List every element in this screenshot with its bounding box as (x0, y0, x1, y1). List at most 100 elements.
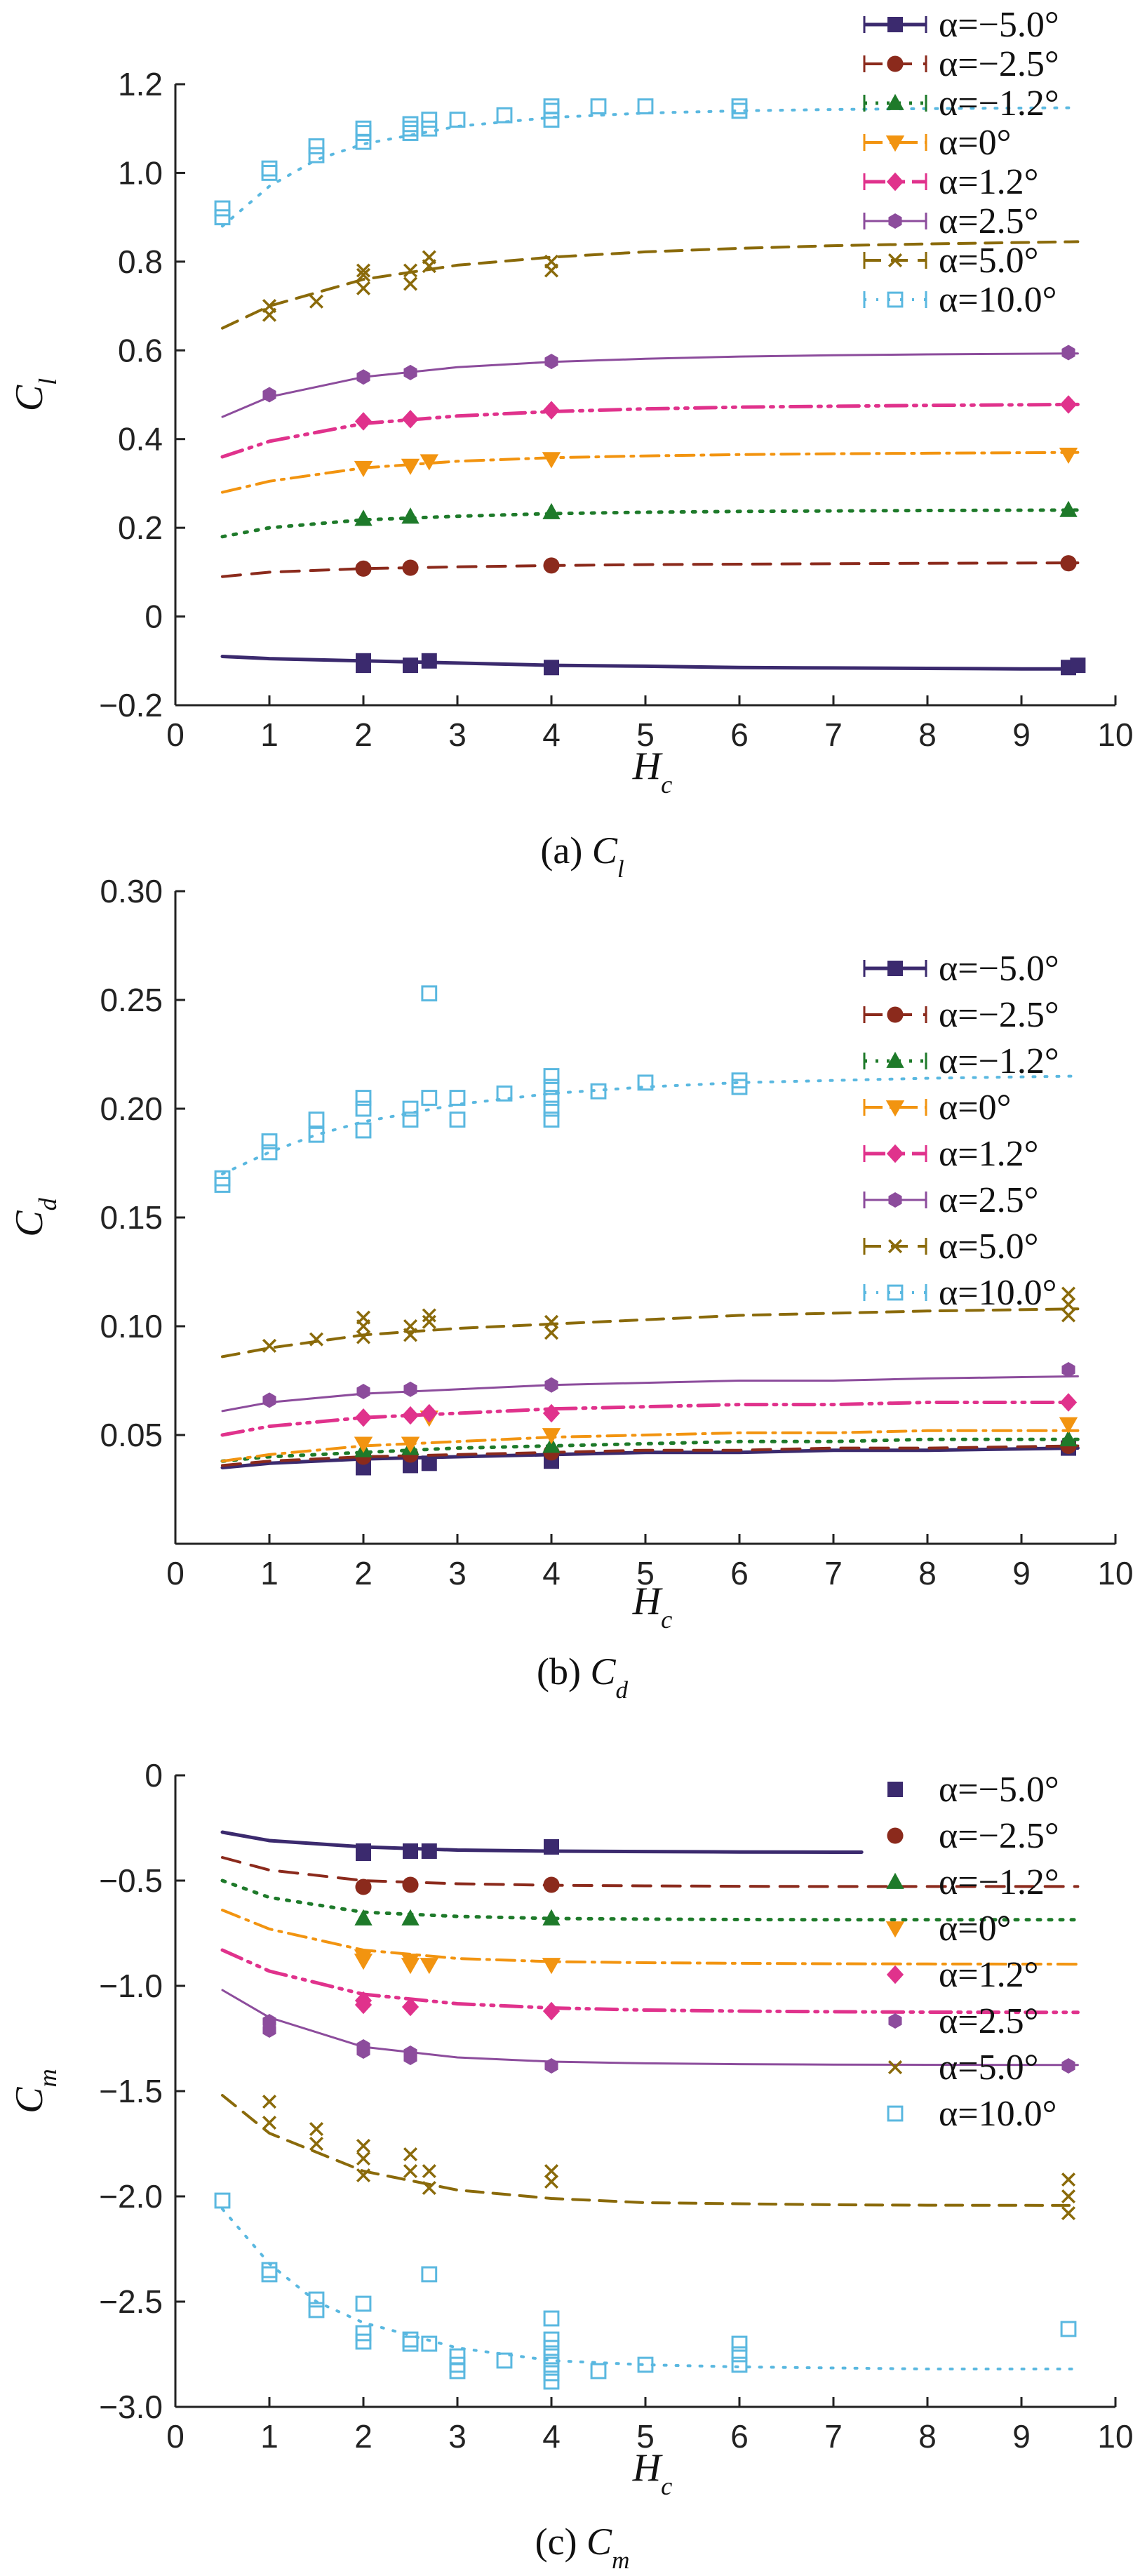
data-point (590, 1083, 607, 1100)
data-point (354, 412, 373, 431)
legend-marker (887, 253, 903, 268)
x-tick-label: 6 (730, 2418, 749, 2455)
y-tick-label: 0.2 (118, 509, 163, 546)
series--1_2 (220, 500, 1080, 539)
data-point (543, 2340, 560, 2356)
y-tick-label: 0.8 (118, 243, 163, 280)
chart-panel-cd: 0 1 2 3 4 5 6 7 8 9 10 0.05 0.10 0.15 0.20 0.25 0.30 Hc Cd… (8, 873, 1134, 1704)
y-tick-label: 0.4 (118, 421, 163, 458)
x-tick-label: 3 (448, 716, 467, 753)
x-axis-label: Hc (632, 745, 673, 799)
data-point (356, 267, 371, 282)
data-point (401, 1997, 420, 2017)
series-0 (221, 1909, 1080, 1975)
y-tick-label: 0.30 (100, 873, 163, 909)
axis-sub: m (34, 2069, 62, 2087)
data-point (543, 2373, 560, 2390)
data-point (214, 200, 231, 217)
axis-var: H (632, 1580, 663, 1623)
data-point (1059, 1393, 1078, 1412)
x-tick-label: 6 (730, 1555, 749, 1591)
axis-var: C (590, 1650, 616, 1693)
data-point (402, 120, 419, 137)
y-tick-label: −0.2 (99, 687, 163, 723)
data-point (261, 160, 278, 177)
axis-var: C (8, 2087, 51, 2114)
y-tick-label: 1.0 (118, 154, 163, 191)
data-point (401, 507, 420, 524)
data-point (309, 2136, 324, 2151)
data-point (731, 2356, 748, 2373)
x-tick-label: 8 (918, 1555, 937, 1591)
data-point (403, 2050, 417, 2065)
data-point (308, 147, 325, 163)
y-axis-label: Cm (8, 2069, 62, 2114)
series-line (221, 1909, 1080, 1966)
x-tick-label: 8 (918, 716, 937, 753)
data-point (355, 125, 372, 141)
series-10_0 (214, 2192, 1080, 2390)
legend-marker (885, 1921, 905, 1938)
data-point (1070, 658, 1086, 674)
data-point (309, 294, 324, 309)
data-point (356, 1384, 370, 1399)
legend-marker (886, 1872, 904, 1889)
axis-sub: l (617, 855, 624, 883)
legend-marker (888, 2013, 902, 2029)
panel-caption: (b) Cd (537, 1650, 629, 1704)
data-point (402, 559, 419, 576)
series-1_2 (220, 1948, 1080, 2021)
data-point (544, 354, 558, 370)
data-point (544, 1377, 558, 1393)
data-point (214, 1170, 231, 1187)
axis-sub: d (615, 1676, 628, 1704)
data-point (422, 1308, 436, 1323)
legend-marker (888, 1192, 902, 1208)
data-point (356, 658, 371, 674)
x-tick-label: 8 (918, 2418, 937, 2455)
data-point (590, 2363, 607, 2380)
data-point (543, 1876, 560, 1893)
data-point (543, 98, 560, 115)
x-tick-label: 4 (542, 2418, 561, 2455)
data-point (401, 1958, 420, 1975)
data-point (542, 1428, 561, 1445)
series-line (221, 451, 1080, 494)
data-point (731, 98, 748, 115)
data-point (309, 2121, 324, 2137)
data-point (544, 2163, 559, 2179)
data-point (543, 2356, 560, 2373)
data-point (1059, 500, 1078, 517)
data-point (356, 263, 371, 278)
data-point (262, 1392, 276, 1408)
legend-marker (887, 1827, 904, 1844)
legend-label: α=−2.5° (939, 44, 1059, 84)
data-point (731, 2335, 748, 2352)
series-0 (221, 447, 1080, 494)
series-line (221, 2094, 1080, 2207)
series-2_5 (221, 1362, 1079, 1413)
data-point (355, 120, 372, 137)
legend-marker (887, 1006, 904, 1023)
data-point (356, 1330, 371, 1344)
data-point (542, 401, 561, 420)
data-point (356, 1846, 371, 1861)
data-point (496, 1085, 513, 1102)
data-point (543, 2348, 560, 2365)
data-point (543, 2310, 560, 2327)
data-point (403, 263, 418, 278)
data-point (543, 2331, 560, 2348)
x-tick-label: 9 (1012, 1555, 1031, 1591)
series-line (221, 1989, 1079, 2067)
data-point (262, 387, 276, 403)
data-point (1061, 1362, 1075, 1377)
axis-sub: c (661, 1606, 672, 1634)
data-point (543, 1100, 560, 1117)
data-point (356, 1310, 371, 1325)
data-point (544, 1314, 559, 1329)
data-point (544, 2174, 559, 2189)
data-point (261, 1133, 278, 1149)
x-tick-label: 7 (824, 716, 843, 753)
data-point (402, 2335, 419, 2352)
series-line (220, 1830, 864, 1854)
